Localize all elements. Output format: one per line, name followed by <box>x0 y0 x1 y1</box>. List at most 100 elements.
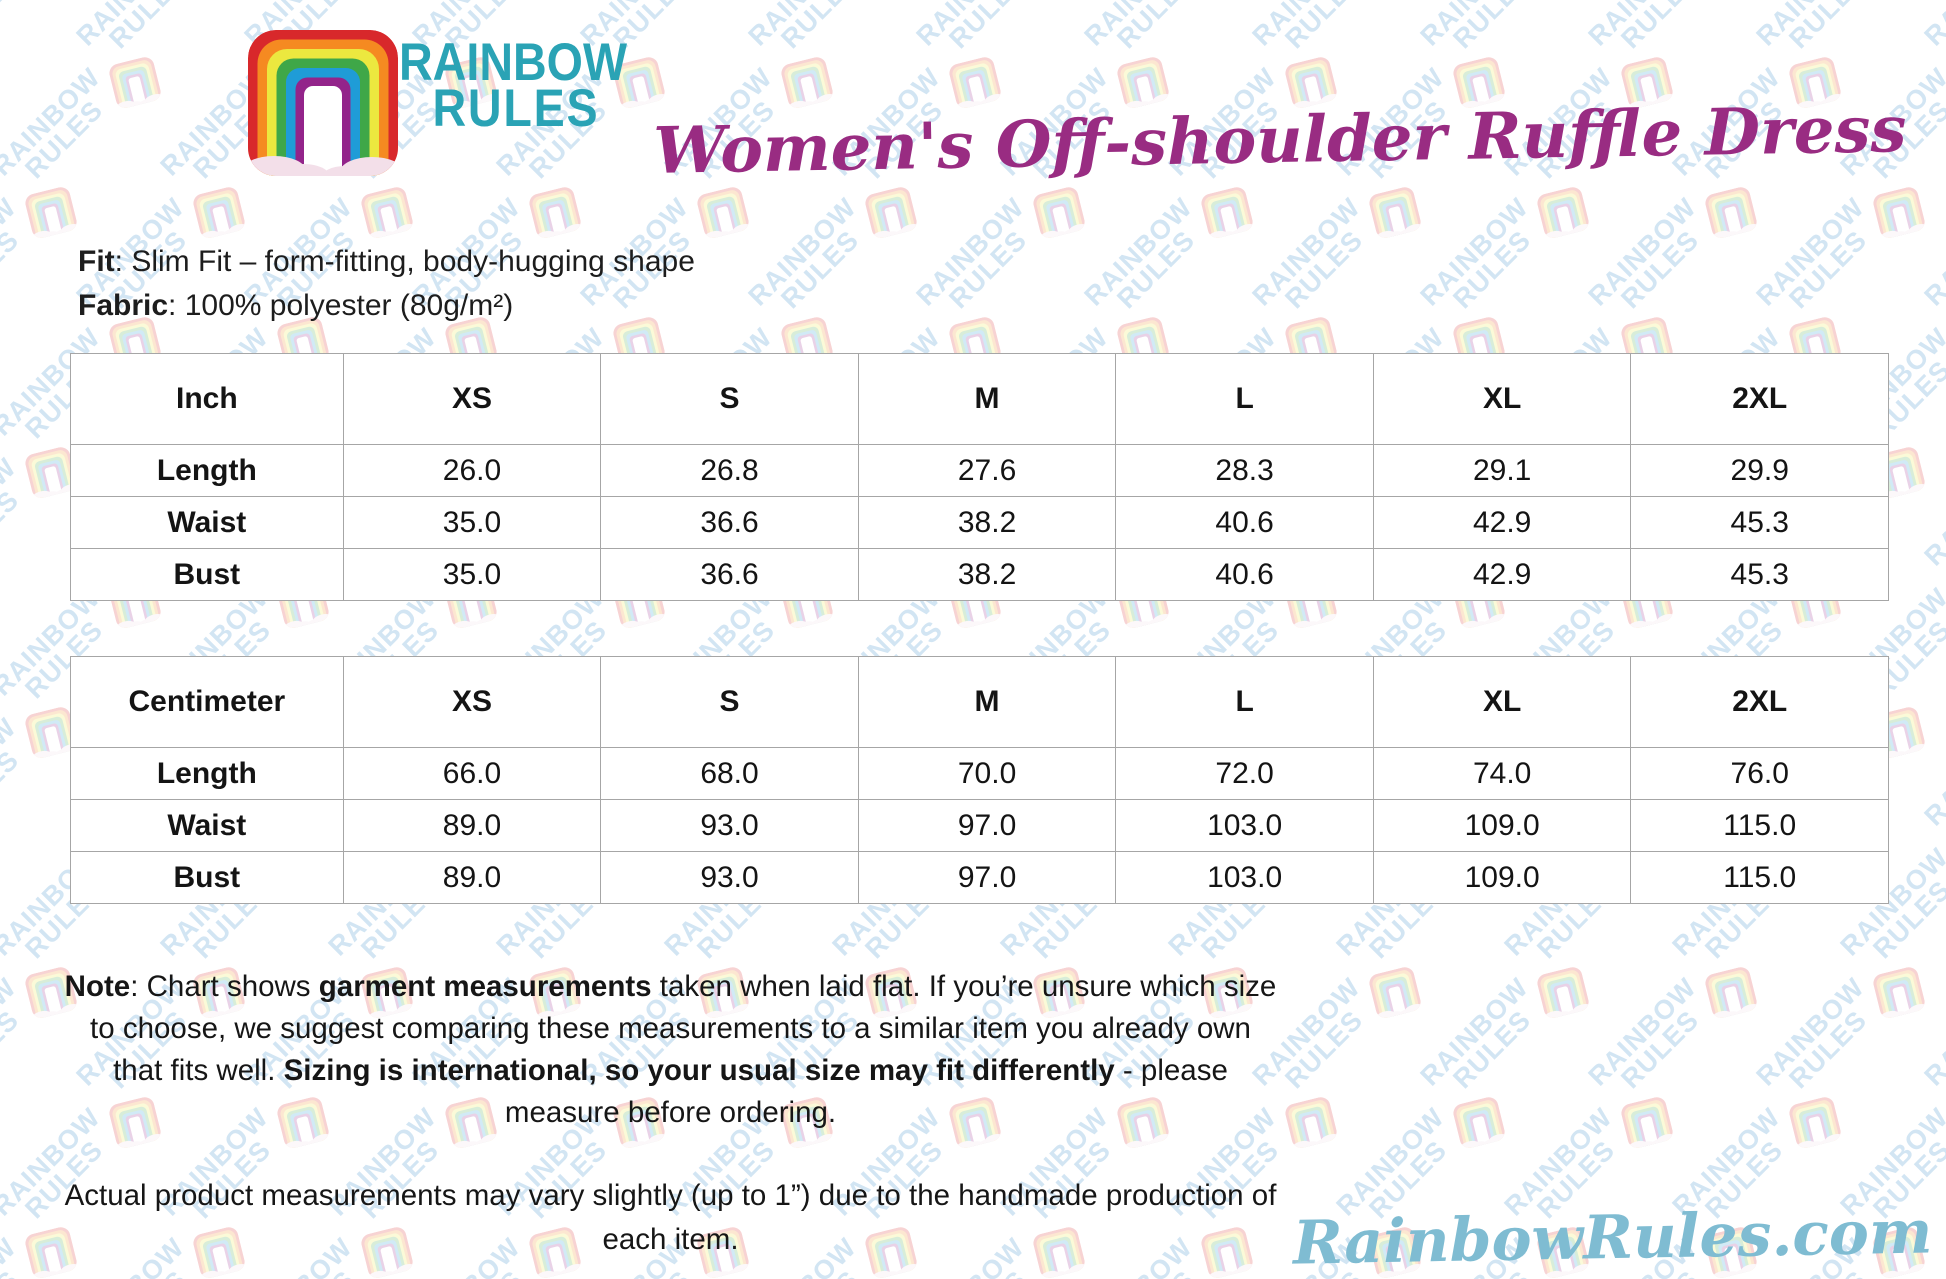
note-text-segment: Sizing is international, so your usual s… <box>283 1054 1115 1087</box>
watermark-text: RAINBOW RULES <box>1247 0 1369 55</box>
size-column-header: L <box>1115 656 1374 748</box>
brand-wordmark: RAINBOW RULES <box>399 33 627 135</box>
measurement-cell: 36.6 <box>600 496 859 549</box>
watermark-rainbow-icon <box>1535 965 1591 1020</box>
rainbow-arch-glyph <box>193 186 247 240</box>
watermark-text: RAINBOW RULES <box>0 62 109 185</box>
measurement-cell: 76.0 <box>1630 747 1889 800</box>
watermark-rainbow-icon <box>527 185 583 240</box>
measurement-cell: 38.2 <box>857 496 1117 549</box>
note-text-segment: taken when laid flat. If you’re unsure w… <box>90 970 1277 1087</box>
note-paragraph: Note: Chart shows garment measurements t… <box>63 966 1278 1134</box>
watermark-rainbow-icon <box>1367 965 1423 1020</box>
brand-wordmark-line1: RAINBOW <box>399 33 627 92</box>
watermark-text: RAINBOW RULES <box>0 712 25 835</box>
rainbow-arch-glyph <box>1789 1096 1843 1150</box>
measurement-cell: 109.0 <box>1372 799 1632 852</box>
row-label-cell: Waist <box>70 799 344 852</box>
rainbow-logo-icon <box>248 30 398 176</box>
note-text-segment: Note <box>64 970 131 1003</box>
measurement-row: Waist 35.0 36.6 38.2 40.6 42.9 45.3 <box>70 496 1889 549</box>
measurement-cell: 115.0 <box>1630 799 1889 852</box>
size-column-header: M <box>857 656 1117 748</box>
rainbow-arch-glyph <box>1285 1096 1339 1150</box>
watermark-text: RAINBOW RULES <box>911 0 1033 55</box>
size-column-header: S <box>600 353 859 445</box>
watermark-text: RAINBOW RULES <box>1415 0 1537 55</box>
rainbow-arch-glyph <box>1453 1096 1507 1150</box>
watermark-rainbow-icon <box>1871 965 1927 1020</box>
size-table-header-row: Centimeter XS S M L XL 2XL <box>70 656 1889 748</box>
measurement-cell: 103.0 <box>1115 851 1374 904</box>
fit-value: : Slim Fit – form-fitting, body-hugging … <box>114 245 695 278</box>
watermark-rainbow-icon <box>23 185 79 240</box>
size-column-header: L <box>1115 353 1374 445</box>
watermark-text: RAINBOW RULES <box>0 972 25 1095</box>
product-info: Fit: Slim Fit – form-fitting, body-huggi… <box>78 240 695 328</box>
rainbow-arch-glyph <box>361 186 415 240</box>
measurement-cell: 35.0 <box>342 548 602 601</box>
measurement-cell: 93.0 <box>600 851 859 904</box>
watermark-text: RAINBOW RULES <box>1918 192 1946 312</box>
measurement-cell: 89.0 <box>342 799 602 852</box>
row-label-cell: Length <box>70 444 344 497</box>
measurement-cell: 66.0 <box>342 747 602 800</box>
row-label-cell: Bust <box>70 851 344 904</box>
watermark-rainbow-icon <box>1703 965 1759 1020</box>
size-column-header: 2XL <box>1630 353 1889 445</box>
size-column-header: M <box>857 353 1117 445</box>
size-tables-container: Inch XS S M L XL 2XL Length 26.0 26.8 27.6 28.3 29.1… <box>70 353 1889 904</box>
rainbow-arch-glyph <box>1873 966 1927 1020</box>
watermark-text: RAINBOW RULES <box>1414 192 1537 315</box>
watermark-rainbow-icon <box>1283 1095 1339 1150</box>
measurement-cell: 40.6 <box>1115 496 1374 549</box>
measurement-cell: 35.0 <box>342 496 602 549</box>
unit-header-cell: Centimeter <box>70 656 344 748</box>
measurement-cell: 74.0 <box>1372 747 1632 800</box>
page-title: Women's Off-shoulder Ruffle Dress <box>652 91 1908 189</box>
fit-line: Fit: Slim Fit – form-fitting, body-huggi… <box>78 240 695 284</box>
size-column-header: 2XL <box>1630 656 1889 748</box>
measurement-cell: 93.0 <box>600 799 859 852</box>
size-column-header: S <box>600 656 859 748</box>
measurement-cell: 45.3 <box>1630 548 1889 601</box>
measurement-cell: 45.3 <box>1630 496 1889 549</box>
rainbow-arch-glyph <box>25 186 79 240</box>
row-label-cell: Length <box>70 747 344 800</box>
measurement-row: Bust 35.0 36.6 38.2 40.6 42.9 45.3 <box>70 548 1889 601</box>
watermark-rainbow-icon <box>359 185 415 240</box>
watermark-rainbow-icon <box>107 55 163 110</box>
fabric-value: : 100% polyester (80g/m²) <box>168 289 514 322</box>
watermark-text: RAINBOW RULES <box>0 0 25 55</box>
size-table-inch: Inch XS S M L XL 2XL Length 26.0 26.8 27.6 28.3 29.1… <box>70 353 1889 601</box>
rainbow-arch-glyph <box>109 56 163 110</box>
row-label-cell: Bust <box>70 548 344 601</box>
measurement-cell: 40.6 <box>1115 548 1374 601</box>
watermark-text: RAINBOW RULES <box>1079 0 1201 55</box>
measurement-row: Waist 89.0 93.0 97.0 103.0 109.0 115.0 <box>70 799 1889 852</box>
measurement-cell: 36.6 <box>600 548 859 601</box>
measurement-row: Bust 89.0 93.0 97.0 103.0 109.0 115.0 <box>70 851 1889 904</box>
watermark-rainbow-icon <box>191 185 247 240</box>
measurement-row: Length 26.0 26.8 27.6 28.3 29.1 29.9 <box>70 444 1889 497</box>
measurement-row: Length 66.0 68.0 70.0 72.0 74.0 76.0 <box>70 747 1889 800</box>
disclaimer-paragraph: Actual product measurements may vary sli… <box>64 1179 1277 1256</box>
measurement-cell: 38.2 <box>857 548 1117 601</box>
measurement-cell: 103.0 <box>1115 799 1374 852</box>
watermark-text: RAINBOW RULES <box>1918 712 1946 832</box>
watermark-text: RAINBOW RULES <box>0 1232 38 1279</box>
watermark-text: RAINBOW RULES <box>743 0 865 55</box>
watermark-text: RAINBOW RULES <box>1582 192 1705 315</box>
measurement-cell: 97.0 <box>857 851 1117 904</box>
watermark-rainbow-icon <box>1787 1095 1843 1150</box>
size-column-header: XS <box>342 656 602 748</box>
measurement-cell: 29.1 <box>1372 444 1632 497</box>
watermark-text: RAINBOW RULES <box>71 0 193 55</box>
rainbow-arch-glyph <box>529 186 583 240</box>
watermark-text: RAINBOW RULES <box>1750 972 1873 1095</box>
watermark-text: RAINBOW RULES <box>1918 972 1946 1092</box>
measurement-cell: 42.9 <box>1372 496 1632 549</box>
rainbow-arch-glyph <box>1537 966 1591 1020</box>
measurement-cell: 28.3 <box>1115 444 1374 497</box>
unit-header-cell: Inch <box>70 353 344 445</box>
